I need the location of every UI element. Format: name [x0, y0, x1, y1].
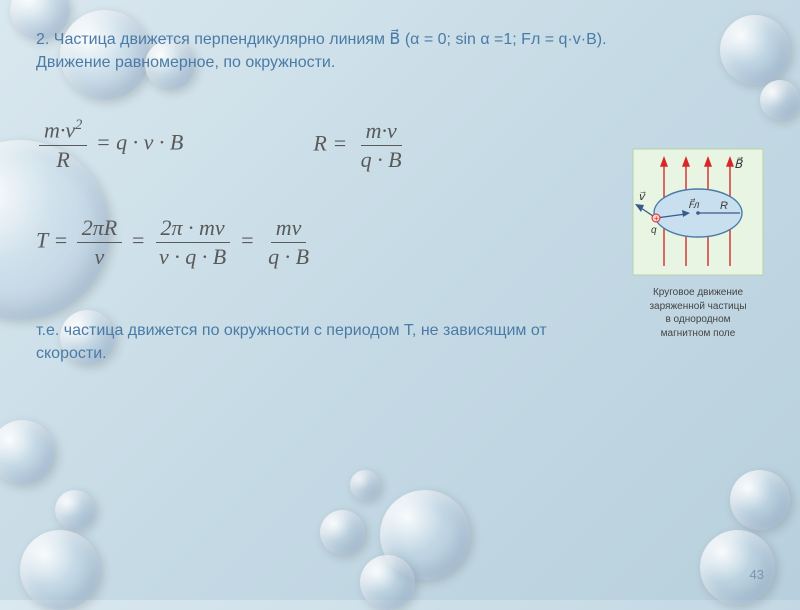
svg-text:R: R [720, 200, 728, 212]
page-number: 43 [750, 567, 764, 582]
slide-title: 2. Частица движется перпендикулярно лини… [36, 28, 764, 74]
title-line-1: 2. Частица движется перпендикулярно лини… [36, 31, 607, 48]
circular-motion-diagram: R F⃗л v⃗ + q B⃗ [632, 148, 764, 276]
title-line-2: Движение равномерное, по окружности. [36, 54, 335, 71]
svg-text:+: + [654, 214, 659, 223]
physics-diagram: R F⃗л v⃗ + q B⃗ Круговое движение заряже… [632, 148, 764, 340]
equation-radius: R = m·v q · B [313, 117, 409, 174]
svg-text:q: q [651, 225, 657, 236]
equation-centripetal: m·v2 R = q · v · B [36, 116, 183, 173]
svg-text:F⃗л: F⃗л [688, 198, 700, 211]
svg-text:B⃗: B⃗ [734, 156, 743, 171]
diagram-caption: Круговое движение заряженной частицы в о… [632, 286, 764, 340]
